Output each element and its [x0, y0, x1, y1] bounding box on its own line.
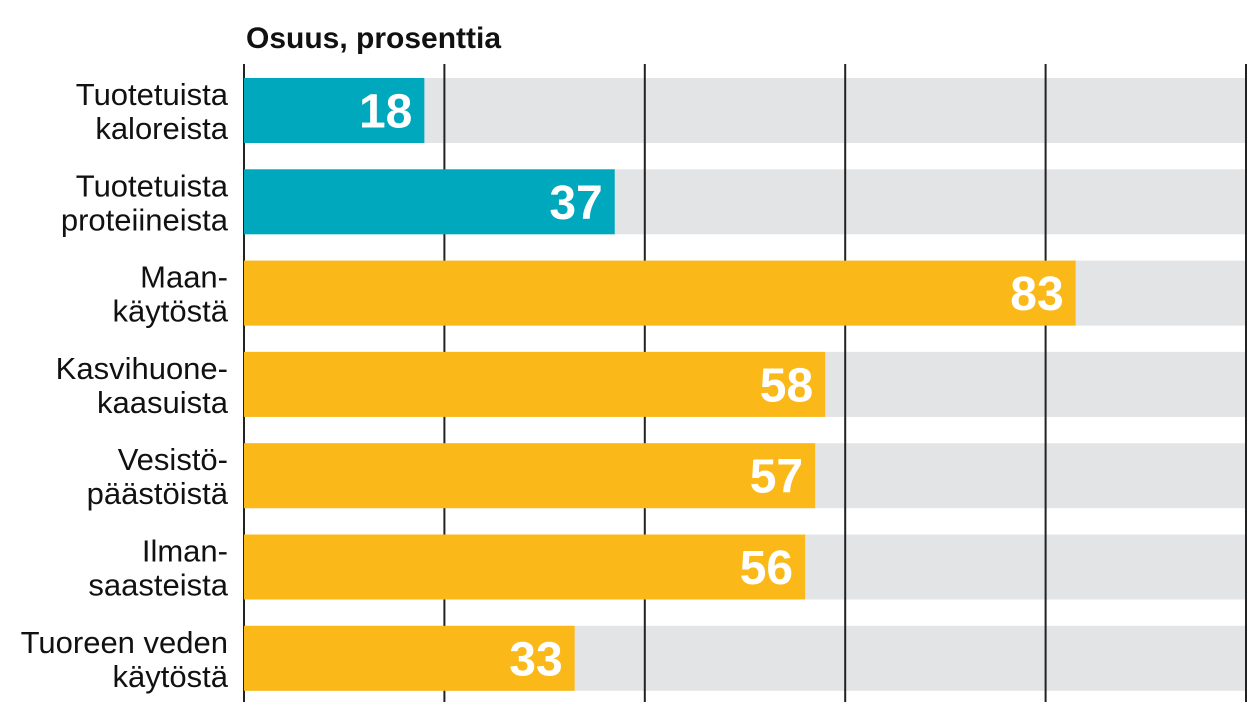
category-label: kaasuista	[97, 385, 229, 420]
bar	[244, 351, 826, 417]
category-label: Tuoreen veden	[21, 625, 228, 660]
bar	[244, 169, 615, 235]
category-label: päästöistä	[87, 476, 229, 511]
category-label: kaloreista	[95, 111, 228, 146]
bar	[244, 625, 575, 691]
data-label: 57	[750, 451, 803, 504]
data-label: 18	[359, 86, 412, 139]
category-label: Vesistö-	[118, 442, 228, 477]
bar	[244, 534, 806, 600]
data-label: 83	[1010, 268, 1063, 321]
data-label: 33	[509, 633, 562, 686]
category-label: Tuotetuista	[76, 77, 229, 112]
category-label: proteiineista	[61, 202, 229, 237]
bar	[244, 78, 425, 143]
category-label: Kasvihuone-	[56, 351, 228, 386]
data-label: 56	[740, 542, 793, 595]
data-label: 58	[760, 359, 813, 412]
bar	[244, 443, 816, 509]
category-label: Ilman-	[142, 534, 228, 569]
bar	[244, 260, 1076, 326]
data-label: 37	[549, 177, 602, 230]
category-label: käytöstä	[113, 659, 229, 694]
category-label: Maan-	[140, 260, 228, 295]
category-label: käytöstä	[113, 294, 229, 329]
category-label: Tuotetuista	[76, 168, 229, 203]
category-label: saasteista	[88, 568, 228, 603]
chart-title: Osuus, prosenttia	[246, 22, 501, 55]
